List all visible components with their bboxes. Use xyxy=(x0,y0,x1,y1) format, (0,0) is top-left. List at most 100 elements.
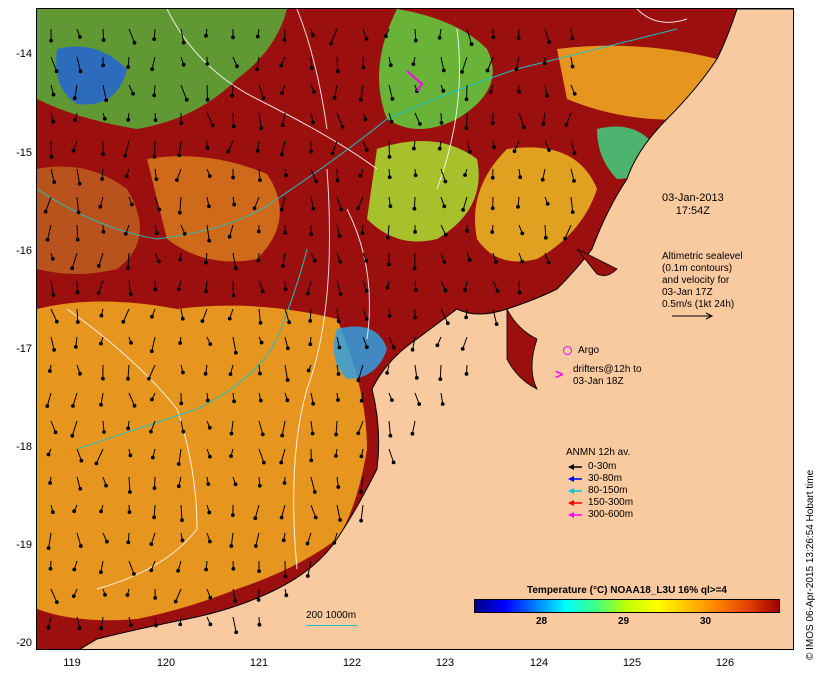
velocity-arrow xyxy=(282,112,286,126)
velocity-arrow xyxy=(281,420,286,436)
velocity-arrow xyxy=(180,504,183,521)
velocity-arrow-head xyxy=(338,259,343,264)
velocity-arrow-head xyxy=(94,461,99,466)
velocity-arrow-head xyxy=(310,431,315,436)
velocity-arrow-head xyxy=(442,204,447,209)
velocity-arrow-head xyxy=(234,350,238,355)
velocity-arrow-head xyxy=(469,42,474,47)
map-frame[interactable] xyxy=(36,8,794,650)
velocity-arrow xyxy=(76,448,82,461)
velocity-arrow-head xyxy=(52,180,57,184)
velocity-arrow-head xyxy=(48,566,53,571)
velocity-arrow-head xyxy=(54,319,59,324)
velocity-arrow-head xyxy=(516,204,520,209)
velocity-arrow-head xyxy=(178,622,183,627)
velocity-arrow-head xyxy=(231,513,235,518)
velocity-arrow-head xyxy=(131,91,135,96)
velocity-arrow xyxy=(282,252,286,266)
velocity-arrow-head xyxy=(179,121,184,125)
velocity-arrow-head xyxy=(126,426,130,431)
velocity-arrow xyxy=(102,84,107,101)
velocity-arrow xyxy=(284,336,289,349)
velocity-arrow-head xyxy=(181,62,186,67)
velocity-arrow-head xyxy=(49,38,54,43)
velocity-arrow-head xyxy=(126,376,130,381)
velocity-arrow xyxy=(127,252,130,269)
velocity-arrow-head xyxy=(386,235,390,240)
velocity-arrow-head xyxy=(102,116,107,121)
velocity-arrow-head xyxy=(259,126,264,130)
velocity-arrow xyxy=(357,196,364,209)
velocity-arrow-head xyxy=(48,369,52,373)
velocity-arrow-head xyxy=(231,293,236,298)
velocity-arrow-head xyxy=(227,234,232,239)
velocity-arrow-head xyxy=(387,155,392,159)
velocity-arrow-head xyxy=(123,153,127,158)
velocity-arrow xyxy=(232,616,237,633)
velocity-arrow-head xyxy=(176,484,181,489)
velocity-arrow-head xyxy=(336,485,341,489)
velocity-arrow xyxy=(388,336,395,348)
velocity-arrow xyxy=(258,112,262,129)
velocity-arrow-head xyxy=(311,120,315,125)
velocity-arrow xyxy=(76,476,81,489)
velocity-arrow xyxy=(307,560,312,577)
velocity-arrow xyxy=(439,364,442,380)
velocity-arrow-head xyxy=(280,433,285,438)
velocity-arrow-head xyxy=(465,229,470,233)
velocity-arrows xyxy=(43,28,577,635)
velocity-arrow xyxy=(50,140,53,157)
velocity-arrow-head xyxy=(545,93,550,98)
velocity-arrow-head xyxy=(365,345,369,350)
velocity-arrow-head xyxy=(387,262,391,267)
velocity-arrow xyxy=(258,84,265,99)
y-tick-label: -19 xyxy=(16,539,32,551)
velocity-arrow-head xyxy=(364,316,369,321)
velocity-arrow-head xyxy=(314,179,319,184)
velocity-arrow-head xyxy=(391,345,396,350)
velocity-arrow-head xyxy=(52,348,57,352)
velocity-arrow-head xyxy=(176,462,181,466)
altimetry-note: Altimetric sealevel (0.1m contours) and … xyxy=(662,251,743,320)
velocity-arrow xyxy=(229,224,234,237)
velocity-arrow-head xyxy=(262,460,266,465)
velocity-arrow-head xyxy=(439,120,444,125)
velocity-arrow-head xyxy=(208,595,213,600)
velocity-arrow xyxy=(360,504,364,521)
velocity-arrow xyxy=(332,140,338,154)
velocity-arrow-head xyxy=(234,630,239,635)
velocity-arrow-head xyxy=(257,569,262,573)
velocity-arrow-head xyxy=(154,623,158,628)
velocity-arrow xyxy=(388,140,390,157)
velocity-arrow-head xyxy=(204,33,208,38)
velocity-arrow-head xyxy=(231,566,236,571)
velocity-arrow-head xyxy=(253,516,258,521)
velocity-arrow-head xyxy=(312,490,317,494)
velocity-arrow xyxy=(412,336,416,350)
velocity-arrow-head xyxy=(153,596,158,600)
velocity-arrow-head xyxy=(204,567,209,572)
velocity-arrow-head xyxy=(492,145,496,150)
velocity-arrow xyxy=(544,224,547,238)
velocity-arrow-head xyxy=(152,37,157,42)
velocity-arrow-head xyxy=(283,230,288,235)
velocity-arrow-head xyxy=(541,122,546,126)
velocity-arrow-head xyxy=(442,260,447,264)
velocity-arrow xyxy=(232,112,235,127)
velocity-arrow-head xyxy=(359,518,364,523)
velocity-arrow-head xyxy=(305,291,310,296)
velocity-arrow-head xyxy=(311,206,316,211)
velocity-arrow xyxy=(570,168,575,182)
velocity-arrow-head xyxy=(173,599,178,604)
velocity-arrow-head xyxy=(46,625,51,630)
velocity-arrow-head xyxy=(468,150,472,154)
velocity-arrow-head xyxy=(230,93,235,98)
velocity-arrow-head xyxy=(99,341,103,346)
velocity-arrow-head xyxy=(467,258,472,262)
velocity-arrow-head xyxy=(543,235,548,240)
velocity-arrow xyxy=(336,112,343,127)
velocity-arrow-head xyxy=(181,40,186,45)
velocity-arrow xyxy=(76,56,81,72)
velocity-arrow xyxy=(50,336,55,351)
velocity-arrow xyxy=(201,308,208,322)
